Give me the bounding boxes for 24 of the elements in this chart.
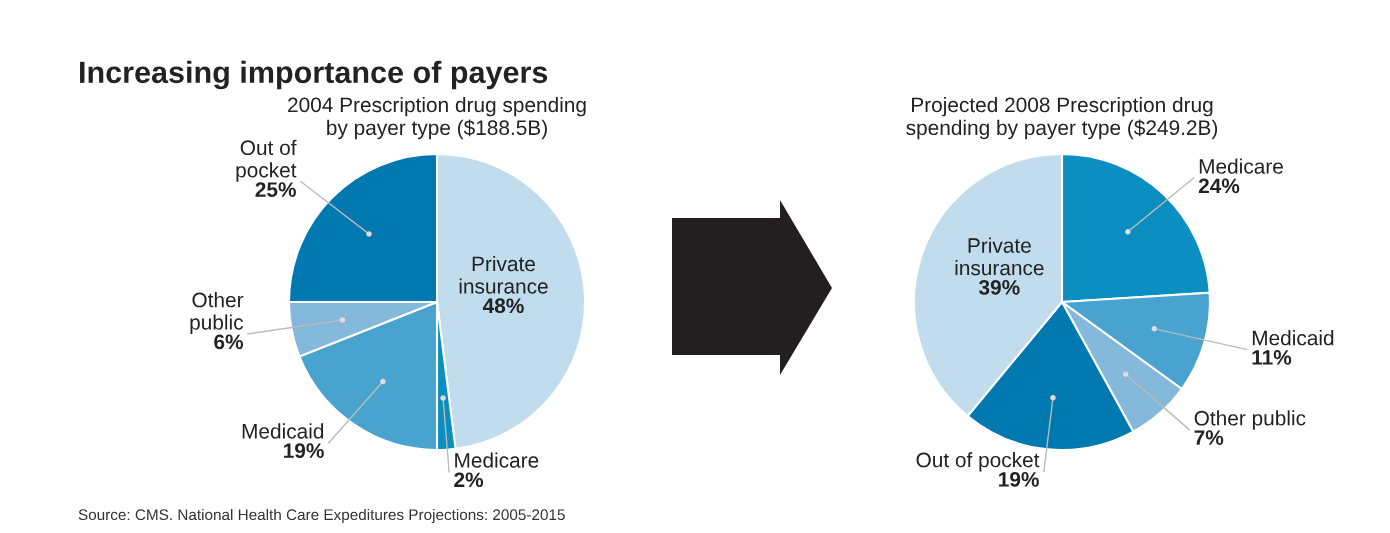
data-label: 2% bbox=[454, 472, 484, 488]
source-note: Source: CMS. National Health Care Expeditures Projections: 2005-2015 bbox=[78, 508, 565, 524]
data-label: 39% bbox=[978, 279, 1020, 295]
slice-label: Private insurance bbox=[955, 237, 1044, 276]
slice-label: Out of pocket bbox=[916, 452, 1040, 472]
chart-title: Increasing importance of payers bbox=[80, 60, 548, 90]
data-label: 48% bbox=[482, 298, 524, 314]
data-label: 24% bbox=[1198, 178, 1240, 194]
chart-title: Projected 2008 Prescription drug spending by payer type ($249.2B) bbox=[906, 96, 1218, 140]
data-label: 19% bbox=[284, 443, 324, 459]
data-label: 25% bbox=[255, 182, 296, 197]
slice-label: Other public bbox=[1194, 410, 1306, 430]
data-label: 11% bbox=[1252, 350, 1292, 365]
slice-label: Private insurance bbox=[459, 255, 548, 294]
slice-label: Medicare bbox=[455, 452, 539, 468]
slice-label: Medicaid bbox=[1252, 330, 1334, 346]
chart-subtitle: 2004 Prescription drug spending by payer type ($188.5B) bbox=[288, 96, 586, 140]
data-label: 6% bbox=[214, 334, 244, 350]
slice-label: Medicare bbox=[1199, 158, 1283, 174]
data-label: 19% bbox=[999, 471, 1039, 487]
slice-label: Out of pocket bbox=[236, 139, 297, 182]
slice-label: Medicaid bbox=[242, 423, 324, 439]
slice-label: Other public bbox=[190, 292, 244, 334]
data-label: 7% bbox=[1194, 430, 1224, 445]
